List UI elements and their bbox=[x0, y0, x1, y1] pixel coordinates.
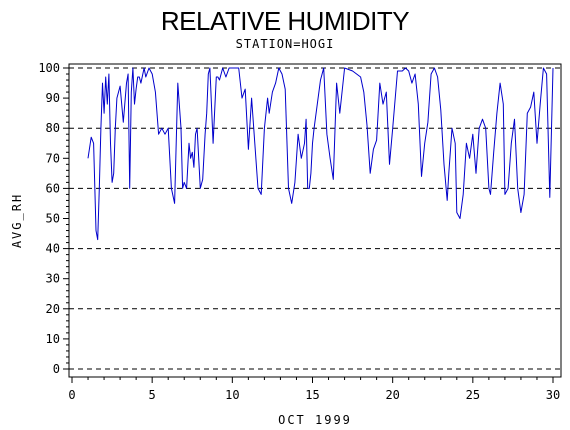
y-tick-label: 60 bbox=[46, 181, 60, 195]
y-tick-label: 10 bbox=[46, 332, 60, 346]
x-tick-label: 10 bbox=[225, 388, 239, 402]
y-tick-label: 0 bbox=[53, 362, 60, 376]
x-tick-label: 25 bbox=[466, 388, 480, 402]
y-tick-label: 40 bbox=[46, 242, 60, 256]
y-tick-label: 50 bbox=[46, 212, 60, 226]
series-line bbox=[87, 67, 554, 241]
x-tick-label: 20 bbox=[385, 388, 399, 402]
x-tick-label: 0 bbox=[68, 388, 75, 402]
x-tick-label: 5 bbox=[149, 388, 156, 402]
y-axis-label: AVG_RH bbox=[10, 193, 24, 248]
chart-title: RELATIVE HUMIDITY bbox=[160, 6, 410, 36]
y-tick-label: 80 bbox=[46, 121, 60, 135]
y-tick-label: 30 bbox=[46, 272, 60, 286]
x-axis-ticks: 0 5 10 15 20 25 30 bbox=[68, 377, 560, 402]
x-tick-label: 15 bbox=[305, 388, 319, 402]
y-axis-ticks: 0 10 20 30 40 50 60 70 80 90 100 bbox=[38, 61, 69, 376]
chart-subtitle: STATION=HOGI bbox=[235, 37, 335, 51]
y-tick-label: 90 bbox=[46, 91, 60, 105]
plot-frame bbox=[68, 63, 562, 378]
y-tick-label: 100 bbox=[38, 61, 60, 75]
x-tick-label: 30 bbox=[546, 388, 560, 402]
reference-lines bbox=[69, 67, 561, 370]
y-tick-label: 20 bbox=[46, 302, 60, 316]
x-axis-label: OCT 1999 bbox=[278, 413, 352, 427]
y-tick-label: 70 bbox=[46, 151, 60, 165]
series-layer bbox=[87, 67, 554, 241]
